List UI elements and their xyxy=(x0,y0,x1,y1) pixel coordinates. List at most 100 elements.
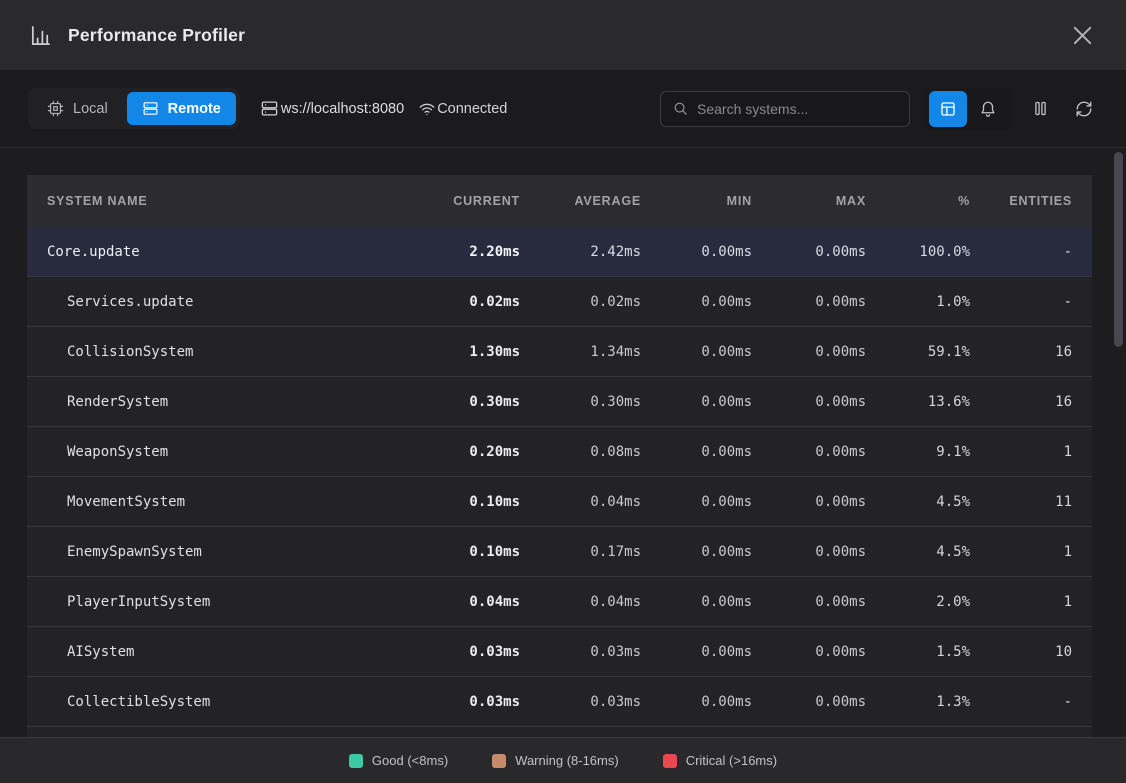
column-header-entities[interactable]: ENTITIES xyxy=(970,194,1072,208)
cell-current: 2.20ms xyxy=(402,244,520,260)
wifi-icon xyxy=(418,100,436,118)
table-row[interactable]: CollisionSystem 1.30ms 1.34ms 0.00ms 0.0… xyxy=(27,327,1092,377)
bell-icon xyxy=(979,100,997,118)
table-header-row: SYSTEM NAME CURRENT AVERAGE MIN MAX % EN… xyxy=(27,175,1092,227)
pause-button[interactable] xyxy=(1026,95,1054,123)
cell-system-name: AISystem xyxy=(27,644,402,660)
cell-entities: 10 xyxy=(970,644,1072,660)
connection-status: Connected xyxy=(437,101,507,117)
cell-current: 0.30ms xyxy=(402,394,520,410)
table-body: Core.update 2.20ms 2.42ms 0.00ms 0.00ms … xyxy=(27,227,1092,727)
cell-percent: 4.5% xyxy=(866,494,970,510)
cell-max: 0.00ms xyxy=(752,344,866,360)
cell-percent: 1.5% xyxy=(866,644,970,660)
cell-min: 0.00ms xyxy=(641,294,752,310)
column-header-current[interactable]: CURRENT xyxy=(402,194,520,208)
cell-max: 0.00ms xyxy=(752,694,866,710)
view-toggle-group xyxy=(926,88,1010,130)
cell-system-name: CollectibleSystem xyxy=(27,694,402,710)
server-icon xyxy=(142,100,159,117)
cell-entities: - xyxy=(970,294,1072,310)
alerts-button[interactable] xyxy=(969,91,1007,127)
legend-color-swatch xyxy=(349,754,363,768)
cell-average: 0.02ms xyxy=(520,294,641,310)
search-icon xyxy=(673,101,688,116)
legend-color-swatch xyxy=(492,754,506,768)
table-row[interactable]: MovementSystem 0.10ms 0.04ms 0.00ms 0.00… xyxy=(27,477,1092,527)
cell-max: 0.00ms xyxy=(752,494,866,510)
cell-min: 0.00ms xyxy=(641,544,752,560)
cell-average: 0.30ms xyxy=(520,394,641,410)
pause-icon xyxy=(1032,100,1049,117)
cell-current: 0.10ms xyxy=(402,494,520,510)
host-server-icon xyxy=(260,99,279,118)
table-row[interactable]: CollectibleSystem 0.03ms 0.03ms 0.00ms 0… xyxy=(27,677,1092,727)
local-mode-label: Local xyxy=(73,101,108,117)
cell-average: 0.04ms xyxy=(520,594,641,610)
cell-entities: 11 xyxy=(970,494,1072,510)
table-row[interactable]: PlayerInputSystem 0.04ms 0.04ms 0.00ms 0… xyxy=(27,577,1092,627)
local-mode-button[interactable]: Local xyxy=(32,92,123,125)
search-input[interactable] xyxy=(697,101,897,117)
cell-percent: 4.5% xyxy=(866,544,970,560)
cell-current: 0.03ms xyxy=(402,644,520,660)
table-row[interactable]: WeaponSystem 0.20ms 0.08ms 0.00ms 0.00ms… xyxy=(27,427,1092,477)
cell-system-name: WeaponSystem xyxy=(27,444,402,460)
refresh-button[interactable] xyxy=(1070,95,1098,123)
mode-switch: Local Remote xyxy=(28,88,240,129)
cell-entities: - xyxy=(970,244,1072,260)
cell-max: 0.00ms xyxy=(752,544,866,560)
column-header-system-name[interactable]: SYSTEM NAME xyxy=(27,194,402,208)
connection-url: ws://localhost:8080 xyxy=(281,101,404,117)
cell-system-name: RenderSystem xyxy=(27,394,402,410)
refresh-icon xyxy=(1075,100,1093,118)
performance-profiler-window: Performance Profiler Local xyxy=(0,0,1126,783)
column-header-average[interactable]: AVERAGE xyxy=(520,194,641,208)
close-icon[interactable] xyxy=(1068,21,1096,49)
table-row[interactable]: EnemySpawnSystem 0.10ms 0.17ms 0.00ms 0.… xyxy=(27,527,1092,577)
column-header-min[interactable]: MIN xyxy=(641,194,752,208)
legend-label: Critical (>16ms) xyxy=(686,753,777,768)
cell-percent: 1.0% xyxy=(866,294,970,310)
toolbar: Local Remote xyxy=(0,70,1126,148)
cell-current: 0.02ms xyxy=(402,294,520,310)
cell-min: 0.00ms xyxy=(641,494,752,510)
search-box xyxy=(660,91,910,127)
cell-average: 0.08ms xyxy=(520,444,641,460)
column-header-max[interactable]: MAX xyxy=(752,194,866,208)
cell-min: 0.00ms xyxy=(641,694,752,710)
cell-system-name: Services.update xyxy=(27,294,402,310)
table-row[interactable]: AISystem 0.03ms 0.03ms 0.00ms 0.00ms 1.5… xyxy=(27,627,1092,677)
cell-percent: 9.1% xyxy=(866,444,970,460)
cell-min: 0.00ms xyxy=(641,244,752,260)
cell-min: 0.00ms xyxy=(641,394,752,410)
cell-max: 0.00ms xyxy=(752,594,866,610)
cell-max: 0.00ms xyxy=(752,244,866,260)
cell-percent: 13.6% xyxy=(866,394,970,410)
cell-entities: 1 xyxy=(970,544,1072,560)
titlebar: Performance Profiler xyxy=(0,0,1126,70)
table-row[interactable]: Services.update 0.02ms 0.02ms 0.00ms 0.0… xyxy=(27,277,1092,327)
cell-system-name: Core.update xyxy=(27,244,402,260)
vertical-scrollbar[interactable] xyxy=(1114,152,1123,347)
cell-min: 0.00ms xyxy=(641,594,752,610)
cell-entities: 1 xyxy=(970,444,1072,460)
table-view-button[interactable] xyxy=(929,91,967,127)
column-header-percent[interactable]: % xyxy=(866,194,970,208)
cell-system-name: MovementSystem xyxy=(27,494,402,510)
cell-max: 0.00ms xyxy=(752,644,866,660)
table-row[interactable]: RenderSystem 0.30ms 0.30ms 0.00ms 0.00ms… xyxy=(27,377,1092,427)
table-row[interactable]: Core.update 2.20ms 2.42ms 0.00ms 0.00ms … xyxy=(27,227,1092,277)
legend-item: Warning (8-16ms) xyxy=(492,753,619,768)
cell-max: 0.00ms xyxy=(752,394,866,410)
cell-average: 0.17ms xyxy=(520,544,641,560)
legend-item: Critical (>16ms) xyxy=(663,753,777,768)
connection-info: ws://localhost:8080 Connected xyxy=(260,99,507,118)
cell-max: 0.00ms xyxy=(752,294,866,310)
cell-current: 0.03ms xyxy=(402,694,520,710)
cell-entities: - xyxy=(970,694,1072,710)
legend-item: Good (<8ms) xyxy=(349,753,448,768)
layout-table-icon xyxy=(939,100,957,118)
remote-mode-button[interactable]: Remote xyxy=(127,92,236,125)
bar-chart-icon xyxy=(29,24,52,47)
